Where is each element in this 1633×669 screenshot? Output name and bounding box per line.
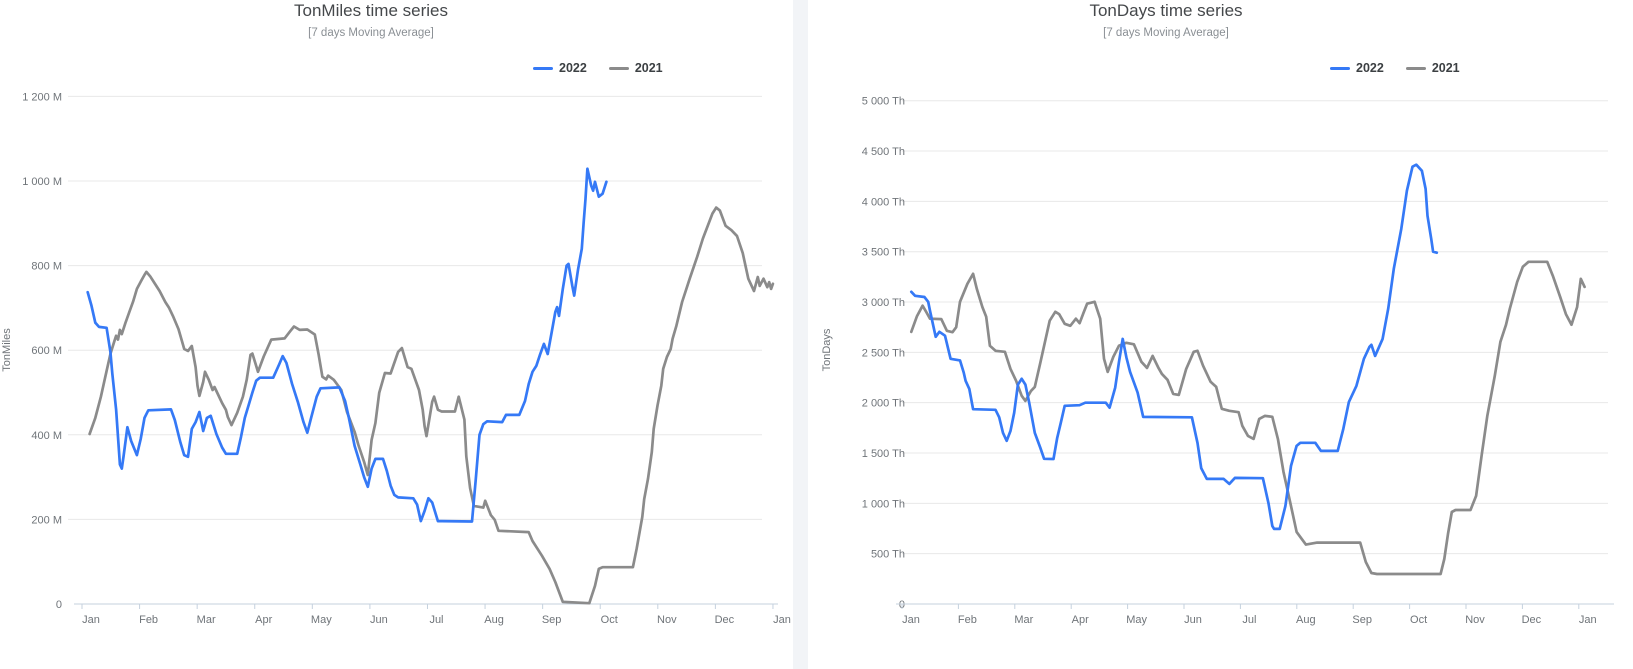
x-tick-label: Jan [773,614,791,626]
y-tick-label: 1 500 Th [862,448,905,460]
y-tick-label: 5 000 Th [862,96,905,108]
legend-label: 2022 [559,61,587,75]
legend-swatch-icon [1330,66,1350,70]
x-tick-label: Jun [370,614,388,626]
legend: 2022 2021 [533,61,663,75]
y-tick-label: 200 M [31,514,62,526]
x-tick-label: Jul [1242,614,1256,626]
x-tick-label: Jan [902,614,920,626]
y-axis-title: TonDays [821,328,833,371]
series-line-2022[interactable] [86,167,608,523]
x-tick-label: Mar [197,614,216,626]
panel-divider [793,0,808,669]
x-tick-label: Jan [82,614,100,626]
x-tick-label: Jan [1579,614,1597,626]
chart-svg-0: 0 200 M 400 M 600 M 800 M 1 000 M 1 200 M Jan Fe… [1,91,791,626]
y-tick-label: 1 200 M [22,91,62,103]
x-tick-label: Jun [1184,614,1202,626]
x-tick-label: Apr [255,614,272,626]
y-tick-label: 400 M [31,430,62,442]
legend-label: 2021 [634,61,663,75]
y-tick-label: 4 000 Th [862,196,905,208]
y-tick-label: 4 500 Th [862,146,905,158]
x-tick-label: Nov [1465,614,1485,626]
tonmiles-chart-panel: TonMiles time series [7 days Moving Aver… [0,0,793,669]
chart-subtitle: [7 days Moving Average] [1103,27,1229,39]
y-tick-label: 1 000 Th [862,498,905,510]
chart-subtitle: [7 days Moving Average] [308,27,434,39]
legend-swatch-icon [533,66,553,70]
legend-item-2021[interactable]: 2021 [1405,61,1460,75]
y-tick-label: 3 500 Th [862,247,905,259]
x-tick-label: Sep [1352,614,1372,626]
y-tick-label: 1 000 M [22,176,62,188]
x-tick-label: Oct [1410,614,1427,626]
legend: 2022 2021 [1330,61,1460,75]
legend-label: 2021 [1431,61,1460,75]
legend-item-2021[interactable]: 2021 [608,61,663,75]
x-tick-label: May [311,614,332,626]
y-tick-label: 2 000 Th [862,398,905,410]
x-tick-label: Dec [715,614,735,626]
y-tick-label: 600 M [31,345,62,357]
x-tick-label: Nov [657,614,677,626]
y-tick-label: 0 [56,599,62,611]
y-tick-label: 3 000 Th [862,297,905,309]
legend-swatch-icon [1405,66,1426,70]
x-tick-label: Mar [1014,614,1033,626]
series-line-2022[interactable] [909,163,1439,531]
legend-item-2022[interactable]: 2022 [1330,61,1384,75]
x-tick-label: Dec [1522,614,1542,626]
chart-svg-1: 0500 Th1 000 Th1 500 Th2 000 Th2 500 Th3… [821,96,1614,626]
tondays-chart-panel: TonDays time series [7 days Moving Avera… [808,0,1633,669]
x-tick-label: May [1126,614,1147,626]
x-tick-label: Feb [139,614,158,626]
y-tick-label: 800 M [31,261,62,273]
x-tick-label: Aug [1296,614,1316,626]
legend-label: 2022 [1356,61,1384,75]
series-line-2021[interactable] [88,206,775,605]
series-line-2021[interactable] [909,260,1586,576]
x-tick-label: Oct [601,614,618,626]
x-tick-label: Jul [429,614,443,626]
chart-title: TonMiles time series [294,1,448,20]
y-axis-title: TonMiles [1,328,13,372]
legend-swatch-icon [608,66,629,70]
legend-item-2022[interactable]: 2022 [533,61,587,75]
x-tick-label: Feb [958,614,977,626]
x-tick-label: Aug [484,614,504,626]
x-tick-label: Apr [1072,614,1089,626]
y-tick-label: 2 500 Th [862,347,905,359]
x-tick-label: Sep [542,614,562,626]
chart-title: TonDays time series [1089,1,1243,20]
y-tick-label: 500 Th [871,549,905,561]
